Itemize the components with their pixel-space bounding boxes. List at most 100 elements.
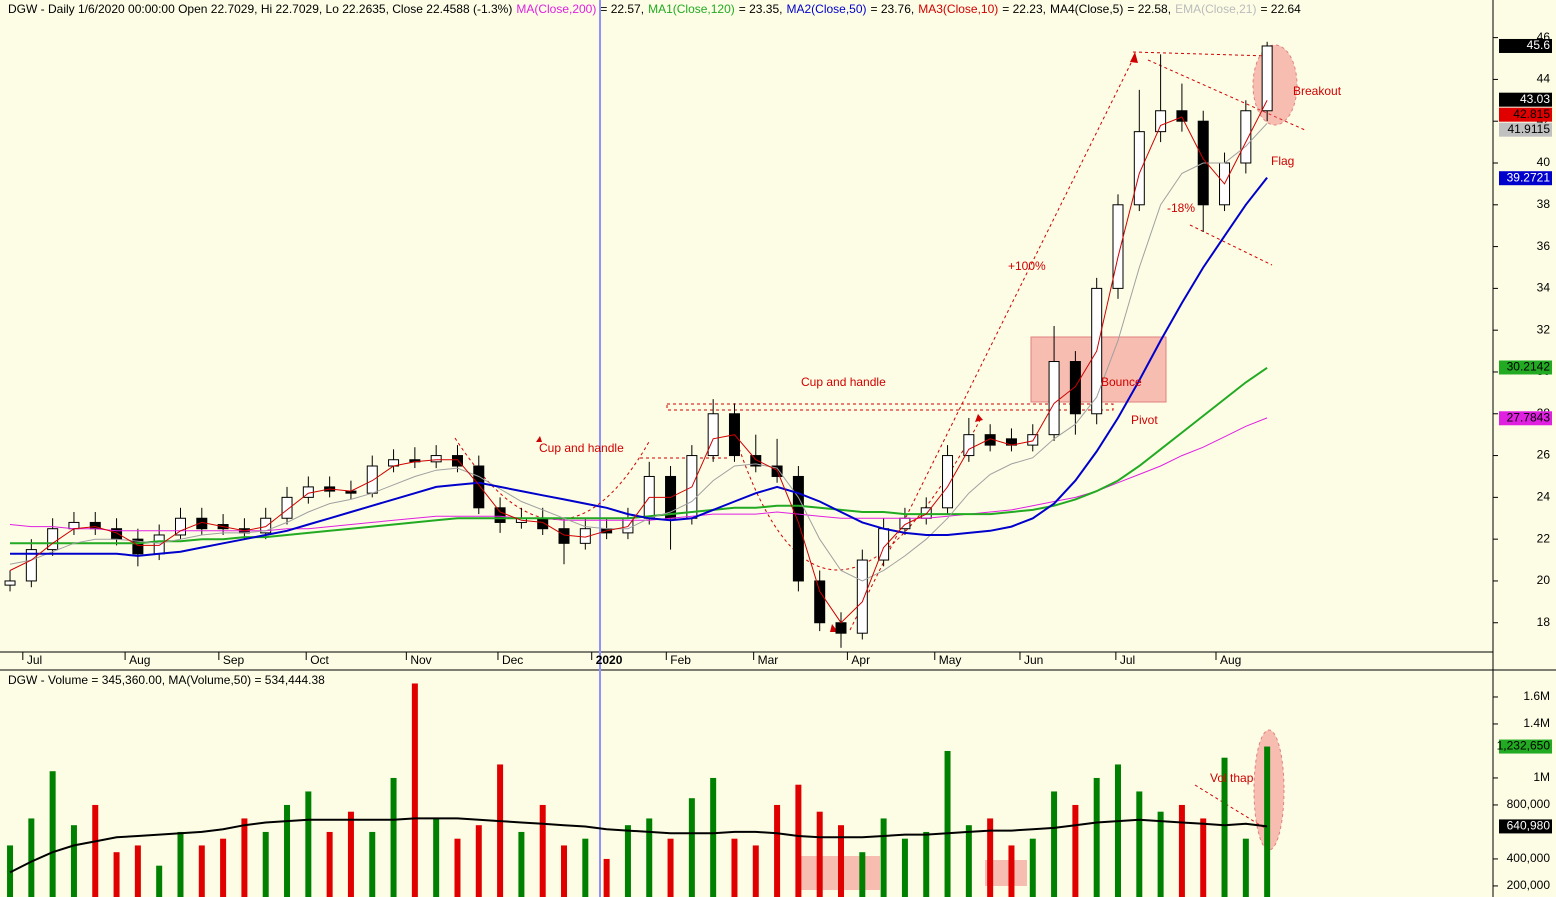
- candle-body: [558, 528, 570, 544]
- header-item: MA4(Close,5): [1050, 2, 1124, 16]
- volume-bar: [1136, 791, 1143, 897]
- header-item: EMA(Close,21): [1175, 2, 1257, 16]
- candle-body: [1155, 110, 1167, 133]
- last-value-label: 42.815: [1513, 107, 1550, 121]
- header-item: = 23.76,: [870, 2, 915, 16]
- candle-body: [494, 507, 506, 523]
- annotation: Vol thap: [1210, 771, 1254, 785]
- candle-body: [835, 622, 847, 634]
- volume-bar: [795, 784, 802, 897]
- y-tick-label: 1.6M: [1523, 689, 1550, 703]
- candle-body: [1027, 434, 1039, 446]
- candle-body: [281, 496, 293, 519]
- last-value-box: [1499, 171, 1552, 186]
- annotation: Bounce: [1101, 375, 1142, 389]
- volume-bar: [923, 831, 930, 897]
- volume-bar: [944, 750, 951, 897]
- volume-bar: [539, 804, 546, 897]
- x-tick-label: Dec: [502, 653, 523, 667]
- candle-body: [260, 517, 272, 534]
- volume-bar: [1093, 777, 1100, 897]
- volume-bar: [113, 852, 120, 897]
- volume-bar: [1029, 838, 1036, 897]
- volume-bar: [390, 777, 397, 897]
- vol-line: [1194, 784, 1269, 831]
- candle-body: [4, 580, 16, 586]
- y-tick-label: 26: [1537, 448, 1551, 462]
- x-tick-label: Sep: [223, 653, 245, 667]
- last-value-box: [1499, 411, 1552, 426]
- candle-body: [963, 434, 975, 457]
- volume-bar: [411, 683, 418, 897]
- candle-body: [174, 517, 186, 536]
- volume-bar: [646, 818, 653, 897]
- volume-bar: [92, 804, 99, 897]
- volume-bar: [710, 777, 717, 897]
- header-item: DGW - Daily 1/6/2020 00:00:00 Open 22.70…: [8, 2, 513, 16]
- volume-bar: [241, 818, 248, 897]
- x-tick-label: Aug: [1220, 653, 1241, 667]
- x-tick-label: Oct: [310, 653, 329, 667]
- candle-body: [47, 528, 59, 551]
- candle-body: [430, 455, 442, 463]
- volume-bar: [156, 865, 163, 897]
- y-tick-label: 34: [1537, 281, 1551, 295]
- ma-line: [10, 366, 1268, 545]
- candle-body: [1069, 361, 1081, 415]
- candle-body: [473, 465, 485, 509]
- volume-bar: [475, 825, 482, 897]
- header-item: = 23.35,: [738, 2, 783, 16]
- candle-body: [1240, 110, 1252, 164]
- y-tick-label: 40: [1537, 155, 1551, 169]
- volume-bar: [518, 831, 525, 897]
- last-value-label: 43.03: [1520, 92, 1550, 106]
- volume-bar: [774, 804, 781, 897]
- volume-bar: [561, 845, 568, 897]
- header-item: = 22.64: [1260, 2, 1301, 16]
- x-tick-label: Aug: [129, 653, 150, 667]
- annotation: Flag: [1271, 154, 1294, 168]
- last-value-label: 1,232,650: [1497, 739, 1551, 753]
- volume-bar: [454, 838, 461, 897]
- volume-bar: [134, 845, 141, 897]
- ma-line: [9, 817, 1268, 874]
- breakout-zone: [1252, 44, 1298, 126]
- candle-body: [132, 538, 144, 555]
- y-tick-label: 20: [1537, 573, 1551, 587]
- last-value-box: [1499, 122, 1552, 137]
- y-tick-label: 1M: [1533, 770, 1550, 784]
- volume-bar: [7, 845, 14, 897]
- volume-bar: [859, 852, 866, 897]
- volume-bar: [816, 811, 823, 897]
- x-tick-label: 2020: [596, 653, 623, 667]
- volume-bar: [262, 831, 269, 897]
- volume-bar: [1200, 818, 1207, 897]
- y-tick-label: 32: [1537, 322, 1551, 336]
- ma-line: [9, 122, 1268, 582]
- x-tick-label: Mar: [758, 653, 779, 667]
- volume-bar: [220, 838, 227, 897]
- x-tick-label: Jul: [27, 653, 42, 667]
- volume-bar: [667, 838, 674, 897]
- y-tick-label: 1.4M: [1523, 716, 1550, 730]
- volume-bar: [369, 831, 376, 897]
- volume-bar: [433, 818, 440, 897]
- volume-bar: [70, 825, 77, 897]
- x-tick-label: Apr: [851, 653, 870, 667]
- ma-line: [10, 176, 1268, 557]
- ma-line: [9, 417, 1268, 532]
- volume-bar: [603, 858, 610, 897]
- last-value-label: 39.2721: [1507, 170, 1551, 184]
- candle-body: [25, 549, 37, 582]
- y-tick-label: 22: [1537, 531, 1551, 545]
- last-value-box: [1499, 360, 1552, 375]
- x-tick-label: Feb: [670, 653, 691, 667]
- price-header: DGW - Daily 1/6/2020 00:00:00 Open 22.70…: [8, 2, 1305, 16]
- x-tick-label: Nov: [410, 653, 431, 667]
- volume-header: DGW - Volume = 345,360.00, MA(Volume,50)…: [8, 673, 329, 687]
- annotation: -18%: [1167, 201, 1195, 215]
- candle-body: [942, 455, 954, 509]
- last-value-label: 41.9115: [1508, 122, 1551, 136]
